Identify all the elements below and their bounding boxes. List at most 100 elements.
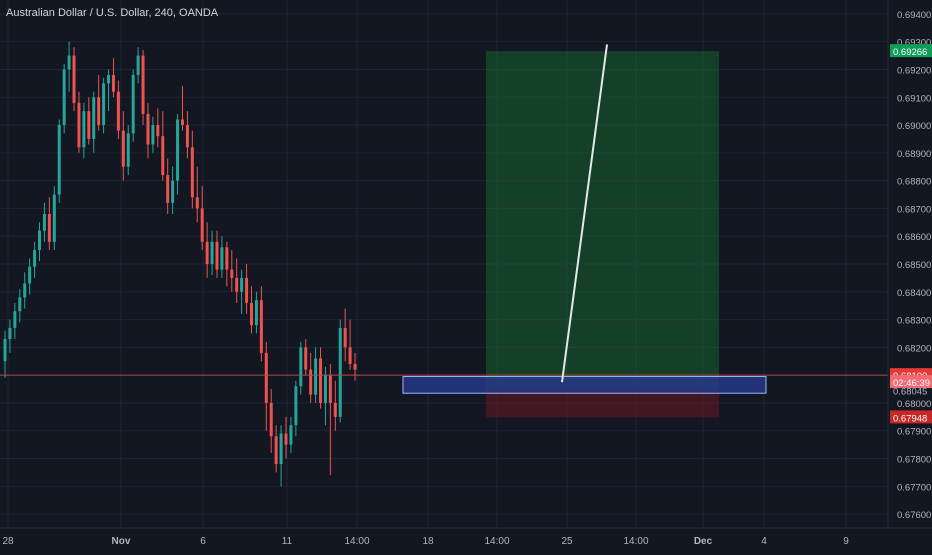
x-tick-label: Nov xyxy=(112,536,131,547)
y-tick-label: 0.69100 xyxy=(897,93,931,104)
candle-body xyxy=(57,125,61,195)
y-tick-label: 0.68800 xyxy=(897,177,931,188)
y-tick-label: 0.67600 xyxy=(897,510,931,521)
candle-body xyxy=(62,69,66,126)
candle-body xyxy=(67,55,71,70)
y-tick-label: 0.68000 xyxy=(897,399,931,410)
x-tick-label: 11 xyxy=(282,536,293,547)
candle-body xyxy=(180,119,184,126)
x-tick-label: 25 xyxy=(561,536,573,547)
candle-body xyxy=(333,402,337,417)
candle-body xyxy=(279,433,283,465)
x-tick-label: 14:00 xyxy=(344,536,369,547)
candle-body xyxy=(97,97,101,126)
chart-title: Australian Dollar / U.S. Dollar, 240, OA… xyxy=(6,7,219,19)
y-tick-label: 0.69000 xyxy=(897,121,931,132)
y-tick-label: 0.68900 xyxy=(897,149,931,160)
y-tick-label: 0.68300 xyxy=(897,316,931,327)
candle-body xyxy=(319,358,323,403)
y-tick-label: 0.68200 xyxy=(897,343,931,354)
candle-body xyxy=(353,364,357,370)
candle-body xyxy=(33,250,37,267)
candle-body xyxy=(269,402,273,437)
candle-body xyxy=(328,375,332,403)
candle-body xyxy=(126,133,130,167)
y-tick-label: 0.68700 xyxy=(897,204,931,215)
candle-body xyxy=(156,125,160,137)
x-tick-label: 9 xyxy=(843,536,849,547)
candle-body xyxy=(161,136,165,176)
candle-body xyxy=(299,347,303,387)
candle-body xyxy=(254,300,258,326)
x-tick-label: 4 xyxy=(761,536,767,547)
candle-body xyxy=(42,213,46,231)
candle-body xyxy=(348,347,352,365)
candle-body xyxy=(72,55,76,103)
candle-body xyxy=(151,125,155,145)
candle-body xyxy=(171,180,175,203)
candle-body xyxy=(294,386,298,426)
y-tick-label: 0.68600 xyxy=(897,232,931,243)
candle-body xyxy=(205,241,209,264)
candle-body xyxy=(338,327,342,417)
x-tick-label: 14:00 xyxy=(484,536,509,547)
y-tick-label: 0.67700 xyxy=(897,482,931,493)
candle-body xyxy=(284,433,288,445)
candle-body xyxy=(23,283,27,298)
candle-body xyxy=(304,347,308,370)
candle-body xyxy=(102,83,106,126)
overlays xyxy=(0,44,888,394)
candle-body xyxy=(220,247,224,270)
candle-body xyxy=(38,230,42,251)
candle-body xyxy=(200,208,204,242)
price-label-stop xyxy=(890,410,932,424)
candle-body xyxy=(28,266,32,284)
candle-body xyxy=(225,247,229,270)
entry-box xyxy=(402,376,767,394)
candle-body xyxy=(77,102,81,148)
position-zones xyxy=(486,51,719,418)
candle-body xyxy=(107,75,111,84)
candle-body xyxy=(131,75,135,134)
candle-body xyxy=(259,300,263,353)
y-tick-label: 0.67800 xyxy=(897,455,931,466)
candle-body xyxy=(230,269,234,278)
price-label-countdown xyxy=(890,375,932,389)
price-label-text-countdown: 02:46:39 xyxy=(893,378,930,389)
candle-body xyxy=(87,111,91,139)
candle-body xyxy=(47,213,51,242)
candle-body xyxy=(136,55,140,76)
candle-body xyxy=(264,352,268,403)
candle-body xyxy=(245,277,249,303)
candle-body xyxy=(195,197,199,209)
y-tick-label: 0.68500 xyxy=(897,260,931,271)
x-tick-label: Dec xyxy=(694,536,713,547)
candle-body xyxy=(116,91,120,131)
candle-body xyxy=(215,241,219,270)
candle-body xyxy=(314,358,318,395)
candle-body xyxy=(343,327,347,348)
candle-body xyxy=(92,97,96,139)
y-tick-label: 0.67900 xyxy=(897,427,931,438)
y-tick-label: 0.69400 xyxy=(897,10,931,21)
target-zone xyxy=(486,51,719,390)
candle-body xyxy=(210,241,214,264)
candle-body xyxy=(240,277,244,292)
candle-body xyxy=(250,302,253,326)
price-label-text-stop: 0.67948 xyxy=(893,413,927,424)
candle-body xyxy=(190,147,194,198)
x-tick-label: 6 xyxy=(200,536,206,547)
y-tick-label: 0.69200 xyxy=(897,65,931,76)
candle-body xyxy=(323,375,327,403)
candle-body xyxy=(18,297,22,312)
candles xyxy=(3,41,357,487)
candle-body xyxy=(82,111,86,148)
y-tick-label: 0.69300 xyxy=(897,38,931,49)
candle-body xyxy=(185,125,189,148)
candle-body xyxy=(176,119,180,181)
candle-body xyxy=(8,327,12,340)
y-tick-label: 0.68400 xyxy=(897,288,931,299)
price-label-text-entry: 0.68045 xyxy=(893,386,927,397)
